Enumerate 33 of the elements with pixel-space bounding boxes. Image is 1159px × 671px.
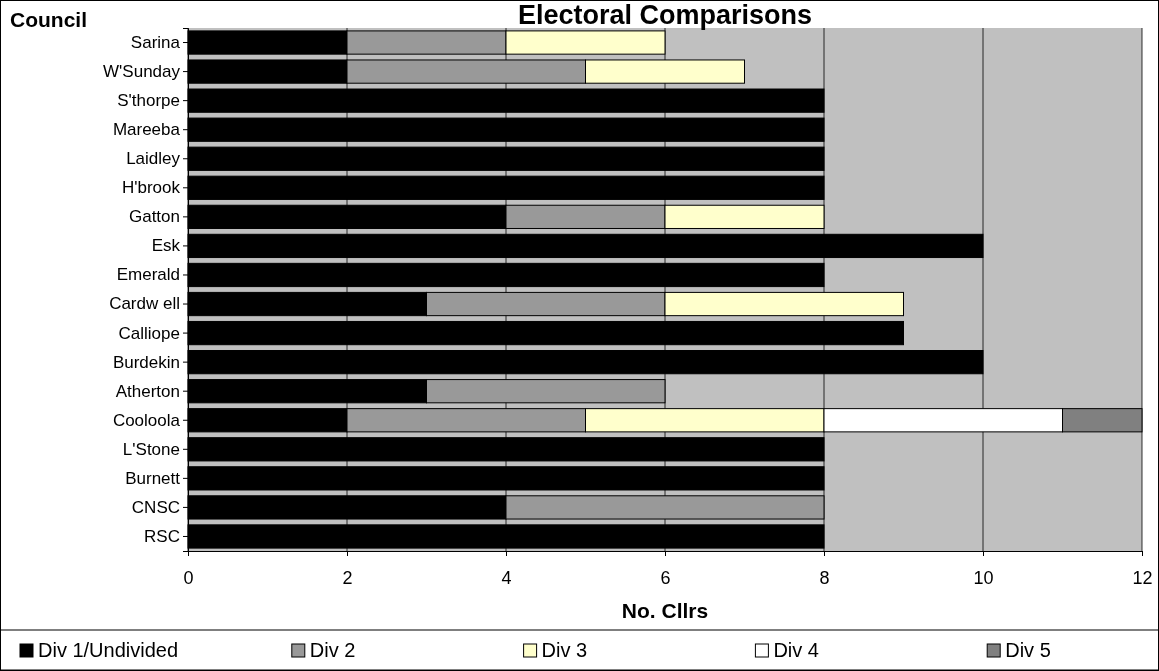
y-tick-label: W'Sunday [103,62,181,82]
y-tick-label: Burdekin [112,352,180,372]
x-tick-label: 2 [342,568,353,589]
y-tick-label: RSC [144,526,180,546]
y-tick-label: Cardw ell [109,294,180,314]
x-tick-label: 6 [660,568,671,589]
y-tick-label: Esk [151,236,181,256]
y-tick-label: H'brook [121,178,181,198]
x-axis-title: No. Cllrs [621,599,709,622]
x-tick-label: 10 [973,568,994,589]
y-tick-label: Burnett [125,468,181,488]
legend-label: Div 5 [1005,639,1051,661]
legend-label: Div 4 [773,639,819,661]
y-tick-label: CNSC [131,497,180,517]
chart-title: Electoral Comparisons [517,0,813,30]
x-tick-label: 12 [1132,568,1153,589]
x-tick-label: 8 [819,568,830,589]
y-tick-label: Gatton [128,207,180,227]
y-tick-label: Atherton [115,381,180,401]
legend-label: Div 1/Undivided [38,639,179,661]
x-tick-label: 0 [183,568,194,589]
legend-label: Div 3 [541,639,588,661]
y-tick-label: L'Stone [122,439,180,459]
y-tick-label: Calliope [118,323,180,343]
y-tick-label: Cooloola [112,410,181,430]
legend-label: Div 2 [309,639,356,661]
y-tick-label: Mareeba [112,120,181,140]
text: Council [10,8,87,31]
x-tick-label: 4 [501,568,512,589]
y-tick-label: Laidley [126,149,181,169]
y-tick-label: Sarina [130,32,181,52]
y-tick-label: Emerald [116,265,180,285]
y-tick-label: S'thorpe [117,91,180,111]
